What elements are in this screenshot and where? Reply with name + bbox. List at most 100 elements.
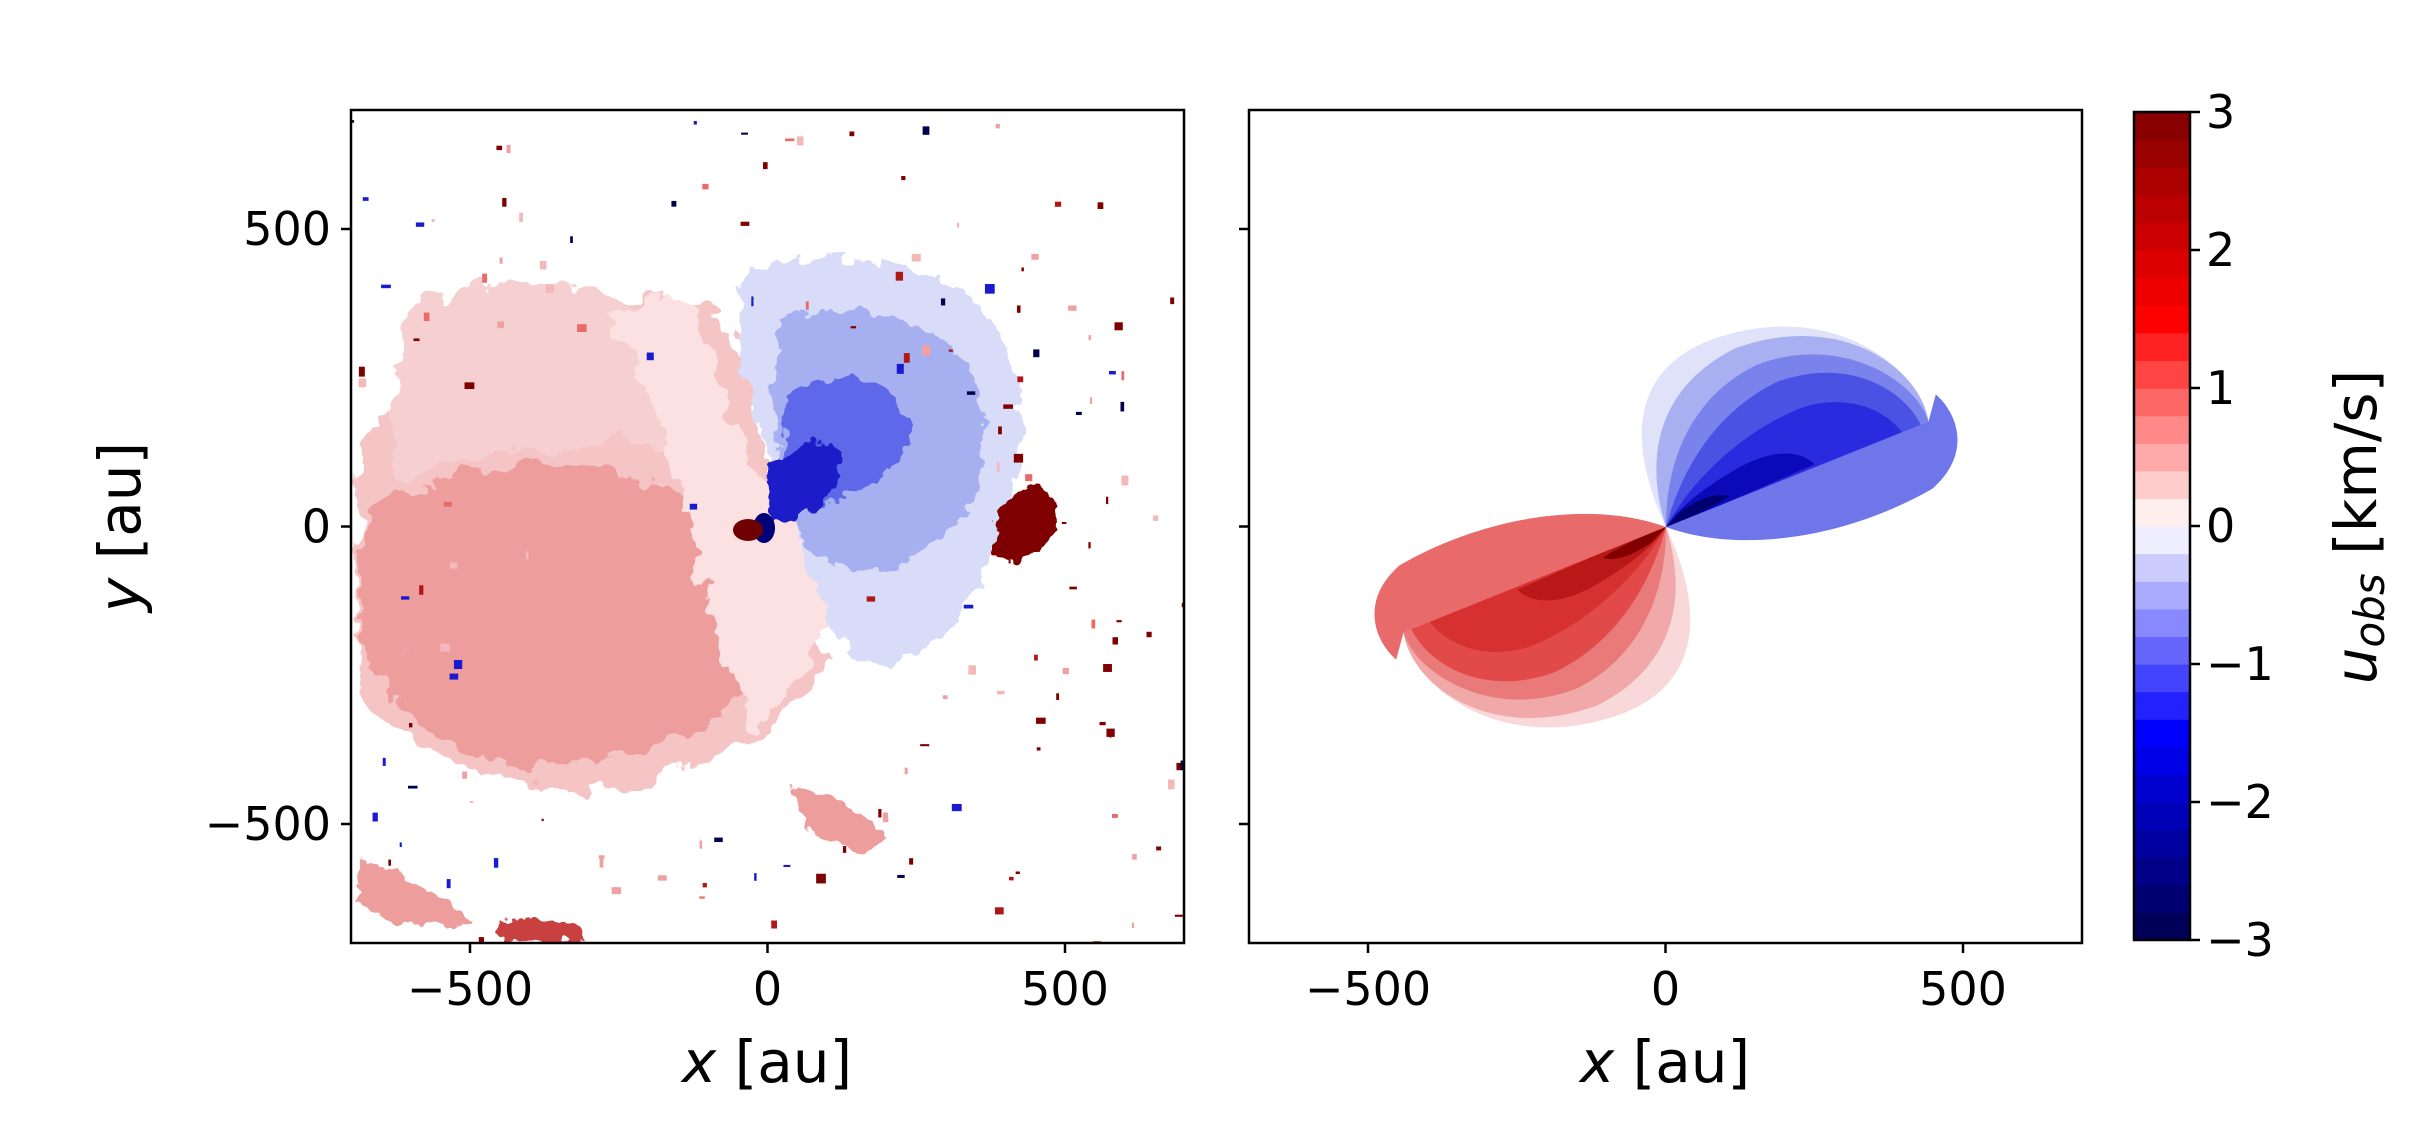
noise-speckle (449, 562, 458, 569)
colorbar-band (2134, 829, 2190, 858)
noise-speckle (431, 219, 435, 222)
noise-speckle (382, 757, 386, 766)
colorbar-band (2134, 774, 2190, 803)
x-tick-label: 0 (1651, 962, 1680, 1016)
noise-speckle (469, 800, 474, 803)
noise-speckle (714, 837, 723, 843)
observed-bottom-fragments (355, 790, 890, 943)
colorbar-band (2134, 857, 2190, 886)
colorbar-band (2134, 443, 2190, 472)
noise-speckle (1111, 814, 1118, 818)
observed-velocity-map (351, 120, 1184, 943)
noise-speckle (702, 882, 707, 888)
noise-speckle (951, 803, 962, 812)
noise-speckle (453, 659, 463, 670)
colorbar-tick-label: 0 (2206, 499, 2235, 553)
noise-speckle (984, 284, 995, 294)
noise-speckle (351, 120, 355, 123)
colorbar-tick-label: 2 (2206, 223, 2235, 277)
noise-speckle (878, 808, 882, 818)
noise-speckle (415, 222, 425, 227)
noise-speckle (1088, 334, 1091, 341)
noise-speckle (464, 750, 467, 754)
noise-speckle (1003, 404, 1013, 409)
noise-speckle (506, 144, 511, 154)
observed-noise-speckles (351, 120, 1184, 943)
noise-speckle (1132, 853, 1137, 860)
colorbar-band (2134, 360, 2190, 389)
noise-speckle (1025, 474, 1033, 482)
colorbar-band (2134, 167, 2190, 196)
noise-speckle (611, 887, 622, 895)
noise-speckle (545, 284, 555, 294)
noise-speckle (785, 138, 795, 142)
noise-speckle (1097, 202, 1104, 210)
noise-speckle (1176, 762, 1183, 771)
noise-speckle (496, 145, 503, 151)
x-tick-label: −500 (1305, 962, 1431, 1016)
noise-speckle (901, 175, 906, 181)
y-tick-label: 0 (302, 500, 331, 554)
colorbar-band (2134, 139, 2190, 168)
noise-speckle (446, 879, 451, 889)
noise-speckle (922, 126, 930, 135)
noise-speckle (525, 551, 529, 560)
noise-speckle (850, 326, 857, 329)
noise-speckle (532, 779, 539, 786)
noise-speckle (909, 858, 914, 865)
colorbar-band (2134, 112, 2190, 141)
noise-speckle (646, 352, 654, 361)
noise-speckle (482, 273, 487, 283)
noise-speckle (1121, 475, 1129, 486)
noise-speckle (699, 896, 705, 899)
noise-speckle (948, 349, 953, 352)
noise-speckle (493, 858, 499, 868)
noise-speckle (401, 596, 410, 600)
noise-speckle (1088, 542, 1091, 549)
colorbar-ticks: 3 2 1 0 −1 −2 −3 (2190, 85, 2274, 967)
noise-speckle (866, 596, 876, 602)
noise-speckle (998, 426, 1002, 435)
noise-speckle (966, 391, 976, 395)
noise-speckle (816, 873, 826, 884)
noise-speckle (519, 212, 523, 222)
noise-speckle (896, 363, 904, 374)
noise-speckle (895, 271, 904, 281)
observed-velocity-panel (349, 108, 1186, 945)
noise-speckle (577, 324, 587, 332)
noise-speckle (413, 338, 420, 342)
noise-speckle (440, 643, 450, 652)
colorbar-band (2134, 802, 2190, 831)
noise-speckle (1036, 717, 1046, 724)
x-tick-label: 500 (1919, 962, 2007, 1016)
noise-speckle (1062, 667, 1069, 675)
noise-speckle (358, 378, 367, 388)
noise-speckle (1069, 586, 1077, 590)
colorbar-band (2134, 664, 2190, 693)
noise-speckle (419, 585, 424, 595)
noise-speckle (741, 132, 748, 135)
noise-speckle (754, 873, 757, 881)
noise-speckle (570, 236, 573, 244)
noise-speckle (1054, 201, 1062, 207)
noise-speckle (1090, 397, 1093, 405)
model-velocity-map (1374, 326, 1958, 728)
noise-speckle (1114, 322, 1123, 331)
noise-speckle (1061, 521, 1067, 525)
colorbar-band (2134, 498, 2190, 527)
noise-speckle (796, 136, 804, 146)
noise-speckle (922, 345, 931, 356)
noise-speckle (409, 722, 413, 728)
left-axes: −500 0 500 −500 0 500 (205, 202, 1109, 1016)
noise-speckle (502, 197, 507, 207)
noise-speckle (1068, 305, 1077, 311)
noise-speckle (1146, 631, 1152, 638)
colorbar-band (2134, 222, 2190, 251)
noise-speckle (1103, 664, 1112, 672)
colorbar-band (2134, 415, 2190, 444)
noise-speckle (763, 162, 768, 170)
noise-speckle (903, 353, 910, 363)
noise-speckle (956, 222, 960, 228)
noise-speckle (1034, 654, 1038, 661)
model-blue-half (1641, 326, 1958, 541)
